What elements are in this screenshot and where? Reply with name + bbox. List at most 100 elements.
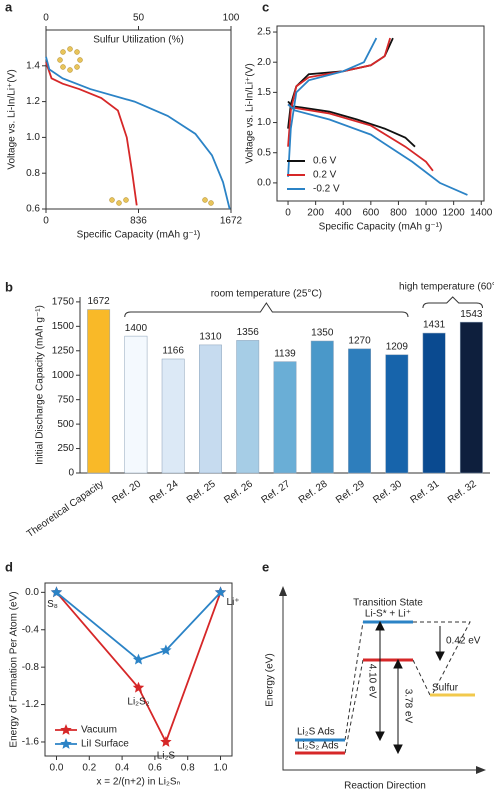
- x-tick-label: Ref. 29: [334, 478, 367, 506]
- y-tick-label: 1.5: [257, 87, 271, 98]
- plot-frame: [45, 29, 232, 210]
- annotation: high temperature (60°C): [399, 282, 494, 293]
- value-label: 1356: [237, 327, 260, 338]
- panel-letter: a: [5, 0, 13, 14]
- x-tick-label: 0.2: [82, 763, 96, 774]
- y-tick-label: 500: [57, 419, 74, 430]
- gap-label: 0.42 eV: [446, 636, 481, 647]
- bracket: [124, 302, 409, 318]
- y-tick-label: 1.2: [26, 96, 40, 107]
- gap-arrows: [375, 620, 445, 755]
- x-tick-label: 800: [390, 208, 407, 219]
- x-tick-label: Ref. 28: [297, 478, 330, 506]
- bar: [273, 361, 297, 474]
- ts-label: Transition State: [353, 598, 423, 609]
- y-tick-label: -0.8: [22, 662, 40, 673]
- point-label: Li₂S: [157, 751, 176, 762]
- bar: [422, 332, 446, 474]
- series-line: [55, 591, 222, 661]
- x-tick-label: Ref. 27: [260, 478, 293, 506]
- y-tick-label: 2.5: [257, 27, 271, 38]
- star-marker: [160, 735, 172, 747]
- x-tick-label: 1000: [415, 208, 438, 219]
- x2-tick-label: 100: [223, 13, 240, 24]
- plot-frame: [276, 25, 485, 202]
- x-tick-label: 1.0: [214, 763, 228, 774]
- x-tick-label: Theoretical Capacity: [25, 479, 106, 540]
- sulfur-label: Sulfur: [432, 683, 459, 694]
- x-tick-label: 200: [307, 208, 324, 219]
- x-tick-label: Ref. 24: [148, 478, 181, 506]
- x-axis-label: Reaction Direction: [344, 781, 426, 792]
- diagram-e: e Energy (eV) Reaction Direction Transit…: [262, 559, 486, 792]
- series-line: [45, 56, 231, 210]
- y-tick-label: 0: [68, 468, 74, 479]
- x-tick-label: 0.8: [181, 763, 195, 774]
- series-line: [287, 37, 434, 172]
- legend-label: LiI Surface: [81, 739, 129, 750]
- chart-a: a 0.6 0.8 1.0 1.2 1.4 Voltage vs. Li-In/Li⁺(V)…: [5, 0, 243, 241]
- chart-b: b 0 250 500 750 1000 1250 1500 1750 Initial Disch…: [5, 279, 494, 539]
- legend-star: [60, 738, 72, 749]
- legend-label: Vacuum: [81, 725, 117, 736]
- value-label: 1543: [460, 309, 483, 320]
- bar: [385, 354, 409, 474]
- y-tick-label: 1250: [52, 345, 75, 356]
- bar: [199, 344, 222, 474]
- x-tick-label: 1200: [443, 208, 466, 219]
- star-marker: [50, 586, 63, 598]
- x-tick-label: Ref. 32: [446, 478, 479, 506]
- y-axis-label: Initial Discharge Capacity (mAh g⁻¹): [35, 305, 46, 465]
- y-tick-label: -0.4: [22, 624, 40, 635]
- star-marker: [160, 644, 172, 656]
- series-line: [45, 61, 138, 206]
- x-tick-label: 0.6: [148, 763, 162, 774]
- panel-letter: c: [262, 0, 269, 14]
- y-tick-label: 1500: [52, 321, 75, 332]
- y-tick-label: 0.8: [26, 168, 40, 179]
- legend-label: 0.2 V: [313, 170, 337, 181]
- x-tick-label: 0: [43, 216, 49, 227]
- panel-letter: d: [5, 559, 13, 574]
- value-label: 1350: [311, 328, 334, 339]
- bar: [161, 358, 185, 474]
- y-axis-label: Energy of Formation Per Atom (eV): [9, 591, 20, 747]
- y-tick-label: 1.4: [26, 60, 40, 71]
- legend-label: -0.2 V: [313, 184, 340, 195]
- series-line: [55, 591, 222, 745]
- x2-axis-label: Sulfur Utilization (%): [93, 35, 184, 46]
- y-axis-label: Voltage vs. Li-In/Li⁺(V): [7, 69, 18, 169]
- x-tick-label: 836: [130, 216, 147, 227]
- chart-c: c 0.0 0.5 1.0 1.5 2.0 2.5 Voltage vs. Li-In/Li⁺…: [245, 0, 493, 233]
- bar: [87, 309, 111, 474]
- bar: [310, 340, 334, 474]
- gap-label: 3.78 eV: [402, 689, 413, 724]
- molecule-icons: [57, 46, 214, 206]
- star-marker: [132, 681, 145, 693]
- y-tick-label: 1750: [52, 297, 75, 308]
- panel-letter: b: [5, 279, 13, 294]
- connectors: [344, 621, 471, 754]
- x2-tick-label: 50: [133, 13, 145, 24]
- y-tick-label: 1.0: [257, 117, 271, 128]
- x-tick-label: Ref. 26: [222, 478, 255, 506]
- x-axis-label: Specific Capacity (mAh g⁻¹): [319, 222, 443, 233]
- y-axis-label: Energy (eV): [265, 653, 276, 706]
- x-axis-label: x = 2/(n+2) in Li₂Sₙ: [96, 777, 180, 788]
- panel-letter: e: [262, 559, 269, 574]
- legend-label: 0.6 V: [313, 156, 337, 167]
- value-label: 1139: [274, 348, 296, 359]
- value-label: 1310: [199, 332, 222, 343]
- y-tick-label: -1.6: [22, 737, 40, 748]
- plot-frame: [44, 582, 233, 757]
- y-tick-label: -1.2: [22, 699, 40, 710]
- y-tick-label: 1.0: [26, 132, 40, 143]
- value-label: 1270: [348, 335, 371, 346]
- y-tick-label: 0.0: [257, 178, 271, 189]
- x-tick-label: 0.0: [50, 763, 64, 774]
- legend-star: [60, 724, 72, 735]
- y-tick-label: 1000: [52, 370, 75, 381]
- y-tick-label: 2.0: [257, 57, 271, 68]
